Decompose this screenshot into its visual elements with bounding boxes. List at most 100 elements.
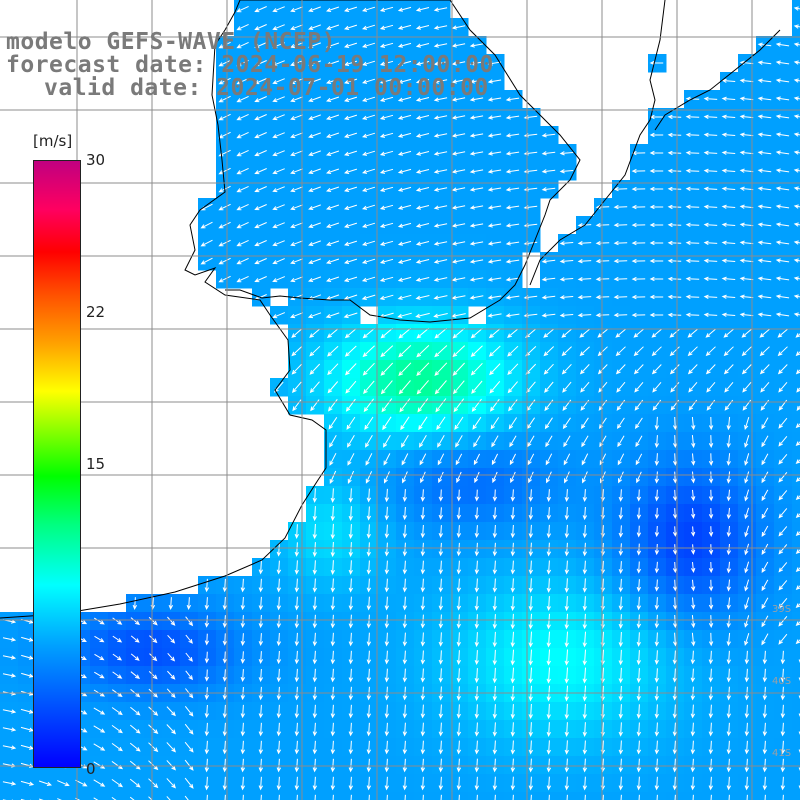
wind-arrow xyxy=(746,794,748,800)
wind-arrow xyxy=(691,597,696,610)
wind-arrow xyxy=(272,6,285,13)
wind-arrow xyxy=(344,6,358,12)
wind-arrow xyxy=(474,614,479,629)
wind-arrow xyxy=(415,115,430,120)
wind-arrow xyxy=(613,276,628,282)
wind-arrow xyxy=(254,258,267,265)
wind-arrow xyxy=(350,794,352,800)
wind-arrow xyxy=(546,613,551,630)
wind-arrow xyxy=(564,740,569,755)
wind-arrow xyxy=(348,758,354,773)
wind-arrow xyxy=(562,417,571,430)
wind-arrow xyxy=(744,507,750,520)
wind-arrow xyxy=(510,596,515,611)
wind-arrow xyxy=(652,381,662,393)
wind-arrow xyxy=(685,258,700,264)
wind-arrow xyxy=(492,489,498,502)
wind-arrow xyxy=(618,776,624,791)
wind-arrow xyxy=(492,667,497,684)
wind-arrow xyxy=(129,724,141,734)
wind-arrow xyxy=(149,653,158,662)
wind-arrow xyxy=(528,703,533,720)
wind-arrow xyxy=(528,542,534,557)
wind-arrow xyxy=(347,434,355,448)
wind-arrow xyxy=(308,42,321,48)
wind-arrow xyxy=(438,525,444,539)
wind-arrow xyxy=(636,722,642,737)
wind-arrow xyxy=(510,704,515,720)
wind-arrow xyxy=(420,596,426,611)
wind-arrow xyxy=(777,346,788,357)
wind-arrow xyxy=(691,615,696,629)
wind-speed-cell xyxy=(0,792,19,800)
wind-arrow xyxy=(564,758,570,773)
wind-arrow xyxy=(545,453,553,466)
wind-arrow xyxy=(691,416,696,431)
wind-arrow xyxy=(346,416,356,430)
wind-arrow xyxy=(419,453,427,466)
wind-arrow xyxy=(654,471,660,484)
wind-arrow xyxy=(254,60,267,67)
wind-arrow xyxy=(638,794,640,800)
wind-arrow xyxy=(744,453,750,466)
wind-arrow xyxy=(527,435,535,448)
wind-arrow xyxy=(654,740,660,755)
wind-arrow xyxy=(492,578,498,593)
wind-arrow xyxy=(397,96,412,102)
wind-arrow xyxy=(690,722,696,737)
wind-arrow xyxy=(240,651,246,664)
wind-arrow xyxy=(564,667,569,684)
wind-arrow xyxy=(168,597,174,610)
wind-arrow xyxy=(757,258,772,263)
wind-arrow xyxy=(685,186,700,192)
wind-arrow xyxy=(112,617,123,625)
wind-arrow xyxy=(415,151,430,156)
wind-arrow xyxy=(451,25,466,30)
wind-arrow xyxy=(795,351,800,357)
wind-arrow xyxy=(312,740,318,755)
wind-arrow xyxy=(793,204,800,209)
wind-arrow xyxy=(708,435,714,449)
wind-arrow xyxy=(577,240,592,246)
wind-arrow xyxy=(258,596,264,611)
wind-arrow xyxy=(690,650,696,665)
wind-arrow xyxy=(345,380,357,394)
wind-arrow xyxy=(473,453,481,466)
wind-arrow xyxy=(222,704,228,719)
wind-arrow xyxy=(363,380,375,394)
wind-arrow xyxy=(703,114,718,120)
wind-arrow xyxy=(793,276,800,281)
wind-arrow xyxy=(345,363,357,376)
wind-arrow xyxy=(21,672,34,678)
wind-arrow xyxy=(613,222,628,228)
wind-arrow xyxy=(348,668,354,683)
wind-arrow xyxy=(185,634,193,644)
wind-arrow xyxy=(703,204,718,210)
wind-arrow xyxy=(272,96,285,103)
wind-arrow xyxy=(402,650,408,665)
wind-arrow xyxy=(654,416,660,431)
wind-arrow xyxy=(348,632,354,647)
wind-arrow xyxy=(672,544,678,555)
wind-arrow xyxy=(366,596,372,611)
wind-arrow xyxy=(667,222,682,228)
wind-arrow xyxy=(757,96,772,101)
wind-arrow xyxy=(761,633,769,646)
wind-arrow xyxy=(739,312,754,317)
wind-arrow xyxy=(240,669,246,683)
wind-arrow xyxy=(365,453,373,466)
wind-arrow xyxy=(451,169,466,174)
wind-arrow xyxy=(562,381,572,393)
wind-speed-cell xyxy=(792,648,800,667)
wind-arrow xyxy=(236,275,249,283)
wind-arrow xyxy=(344,328,357,339)
wind-arrow xyxy=(703,96,718,102)
wind-arrow xyxy=(528,758,534,773)
wind-arrow xyxy=(456,614,461,629)
wind-arrow xyxy=(380,362,394,376)
wind-arrow xyxy=(780,758,786,773)
wind-arrow xyxy=(344,222,358,228)
wind-arrow xyxy=(326,258,340,264)
wind-arrow xyxy=(487,79,502,84)
wind-arrow xyxy=(616,417,625,430)
